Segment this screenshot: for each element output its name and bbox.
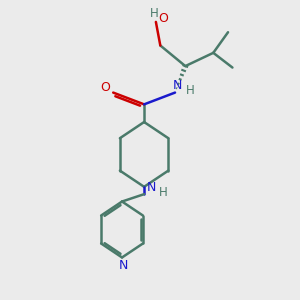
Text: H: H [159,186,168,199]
Text: H: H [150,7,159,20]
Text: O: O [158,13,168,26]
Text: N: N [173,79,182,92]
Text: H: H [186,84,195,97]
Text: O: O [100,81,110,94]
Text: N: N [119,259,128,272]
Text: N: N [147,181,156,194]
